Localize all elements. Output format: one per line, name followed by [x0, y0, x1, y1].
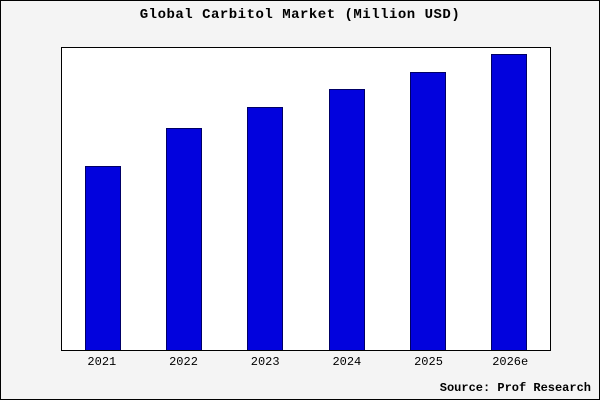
bar-2023: [247, 107, 284, 350]
bar-column-2026e: [469, 48, 550, 350]
x-tick-2025: 2025: [414, 355, 443, 369]
plot-area: [61, 47, 551, 351]
bar-2022: [165, 127, 202, 350]
source-note: Source: Prof Research: [439, 381, 591, 395]
bar-2024: [328, 89, 365, 350]
bar-column-2024: [306, 48, 387, 350]
bar-column-2021: [62, 48, 143, 350]
x-tick-2021: 2021: [87, 355, 117, 369]
bar-2026e: [491, 53, 528, 350]
bar-column-2023: [225, 48, 306, 350]
x-tick-2026e: 2026e: [492, 355, 529, 369]
bar-2025: [409, 71, 446, 350]
bar-column-2022: [143, 48, 224, 350]
x-axis-labels: 2021 2022 2023 2024 2025 2026e: [61, 355, 551, 369]
x-tick-2023: 2023: [250, 355, 280, 369]
bar-column-2025: [387, 48, 468, 350]
x-tick-2022: 2022: [169, 355, 198, 369]
chart-title: Global Carbitol Market (Million USD): [139, 7, 461, 23]
bar-2021: [84, 166, 121, 350]
x-tick-2024: 2024: [332, 355, 362, 369]
